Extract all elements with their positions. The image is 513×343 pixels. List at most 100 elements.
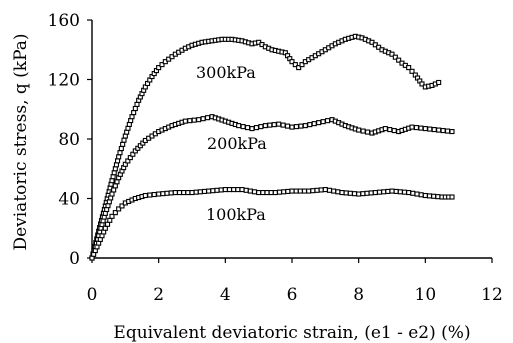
data-point	[193, 189, 199, 195]
data-point	[272, 190, 278, 196]
data-point	[418, 192, 424, 198]
data-point	[281, 189, 287, 195]
data-point	[196, 117, 202, 123]
data-point	[297, 188, 303, 194]
y-tick-label: 120	[48, 71, 80, 91]
data-point	[292, 62, 298, 68]
data-point	[293, 188, 299, 194]
data-point	[243, 187, 249, 193]
data-point	[276, 121, 282, 127]
x-tick-label: 0	[87, 285, 98, 305]
x-tick-label: 4	[220, 285, 231, 305]
data-point	[176, 190, 183, 196]
data-point	[389, 51, 395, 57]
series-label-100kpa: 100kPa	[206, 205, 266, 224]
data-point	[239, 187, 245, 193]
data-point	[335, 189, 341, 195]
data-point	[113, 162, 119, 168]
data-point	[271, 122, 277, 128]
data-point	[210, 188, 216, 194]
data-point	[253, 125, 259, 131]
data-point	[112, 166, 118, 172]
data-point	[427, 126, 433, 132]
data-point	[382, 126, 388, 132]
data-point	[431, 193, 437, 199]
data-point	[110, 174, 116, 180]
data-point	[172, 190, 178, 196]
data-point	[114, 179, 120, 185]
data-point	[410, 190, 416, 196]
data-point	[285, 188, 291, 194]
data-point	[320, 119, 326, 125]
x-tick-label: 2	[153, 285, 164, 305]
data-point	[147, 192, 153, 198]
data-point	[306, 188, 312, 194]
data-point	[391, 128, 397, 134]
data-point	[129, 114, 135, 120]
data-point	[151, 191, 157, 198]
data-point	[406, 190, 412, 196]
data-point	[364, 190, 370, 196]
data-point	[418, 125, 424, 131]
data-point	[422, 126, 428, 132]
data-point	[392, 54, 398, 60]
data-point	[267, 122, 273, 128]
data-point	[406, 65, 412, 71]
data-point	[206, 188, 212, 194]
data-point	[436, 127, 442, 133]
data-point	[449, 129, 455, 135]
data-point	[396, 57, 402, 63]
x-axis-title: Equivalent deviatoric strain, (e1 - e2) …	[113, 323, 470, 343]
data-point	[111, 187, 117, 193]
data-point	[325, 118, 331, 124]
data-point	[182, 118, 188, 124]
data-point	[276, 189, 283, 195]
data-point	[201, 188, 208, 194]
data-point	[262, 123, 268, 129]
data-point	[109, 213, 115, 219]
y-tick-label: 160	[48, 11, 80, 31]
data-point	[298, 123, 304, 129]
data-point	[311, 121, 317, 127]
data-point	[299, 62, 305, 68]
data-point	[249, 126, 255, 132]
data-point	[109, 191, 115, 197]
data-point	[109, 178, 115, 184]
data-point	[218, 187, 224, 193]
data-point	[245, 125, 251, 131]
series-line	[91, 116, 453, 259]
data-point	[187, 118, 193, 124]
data-point	[168, 190, 174, 196]
series-layer	[89, 33, 455, 261]
data-point	[280, 122, 286, 128]
data-point	[142, 192, 148, 199]
data-point	[397, 189, 403, 195]
data-point	[189, 190, 195, 196]
data-point	[347, 190, 353, 196]
data-point	[121, 137, 127, 143]
data-point	[251, 189, 258, 195]
data-point	[393, 188, 399, 194]
data-point	[107, 217, 113, 223]
data-point	[409, 124, 415, 130]
data-point	[389, 188, 395, 194]
series-200kpa	[89, 114, 455, 261]
data-point	[326, 187, 333, 193]
series-100kpa	[89, 187, 455, 261]
data-point	[256, 190, 262, 196]
data-point	[119, 203, 125, 209]
data-point	[318, 187, 324, 193]
data-point	[111, 170, 117, 176]
data-point	[200, 116, 206, 122]
y-tick-label: 0	[69, 249, 80, 269]
data-point	[449, 194, 455, 200]
data-point	[134, 101, 140, 107]
data-point	[387, 127, 393, 133]
data-point	[181, 190, 187, 196]
data-point	[191, 117, 197, 123]
data-point	[360, 128, 366, 134]
x-tick-label: 6	[287, 285, 298, 305]
data-point	[339, 190, 345, 196]
data-point	[365, 129, 371, 135]
data-point	[116, 206, 122, 212]
